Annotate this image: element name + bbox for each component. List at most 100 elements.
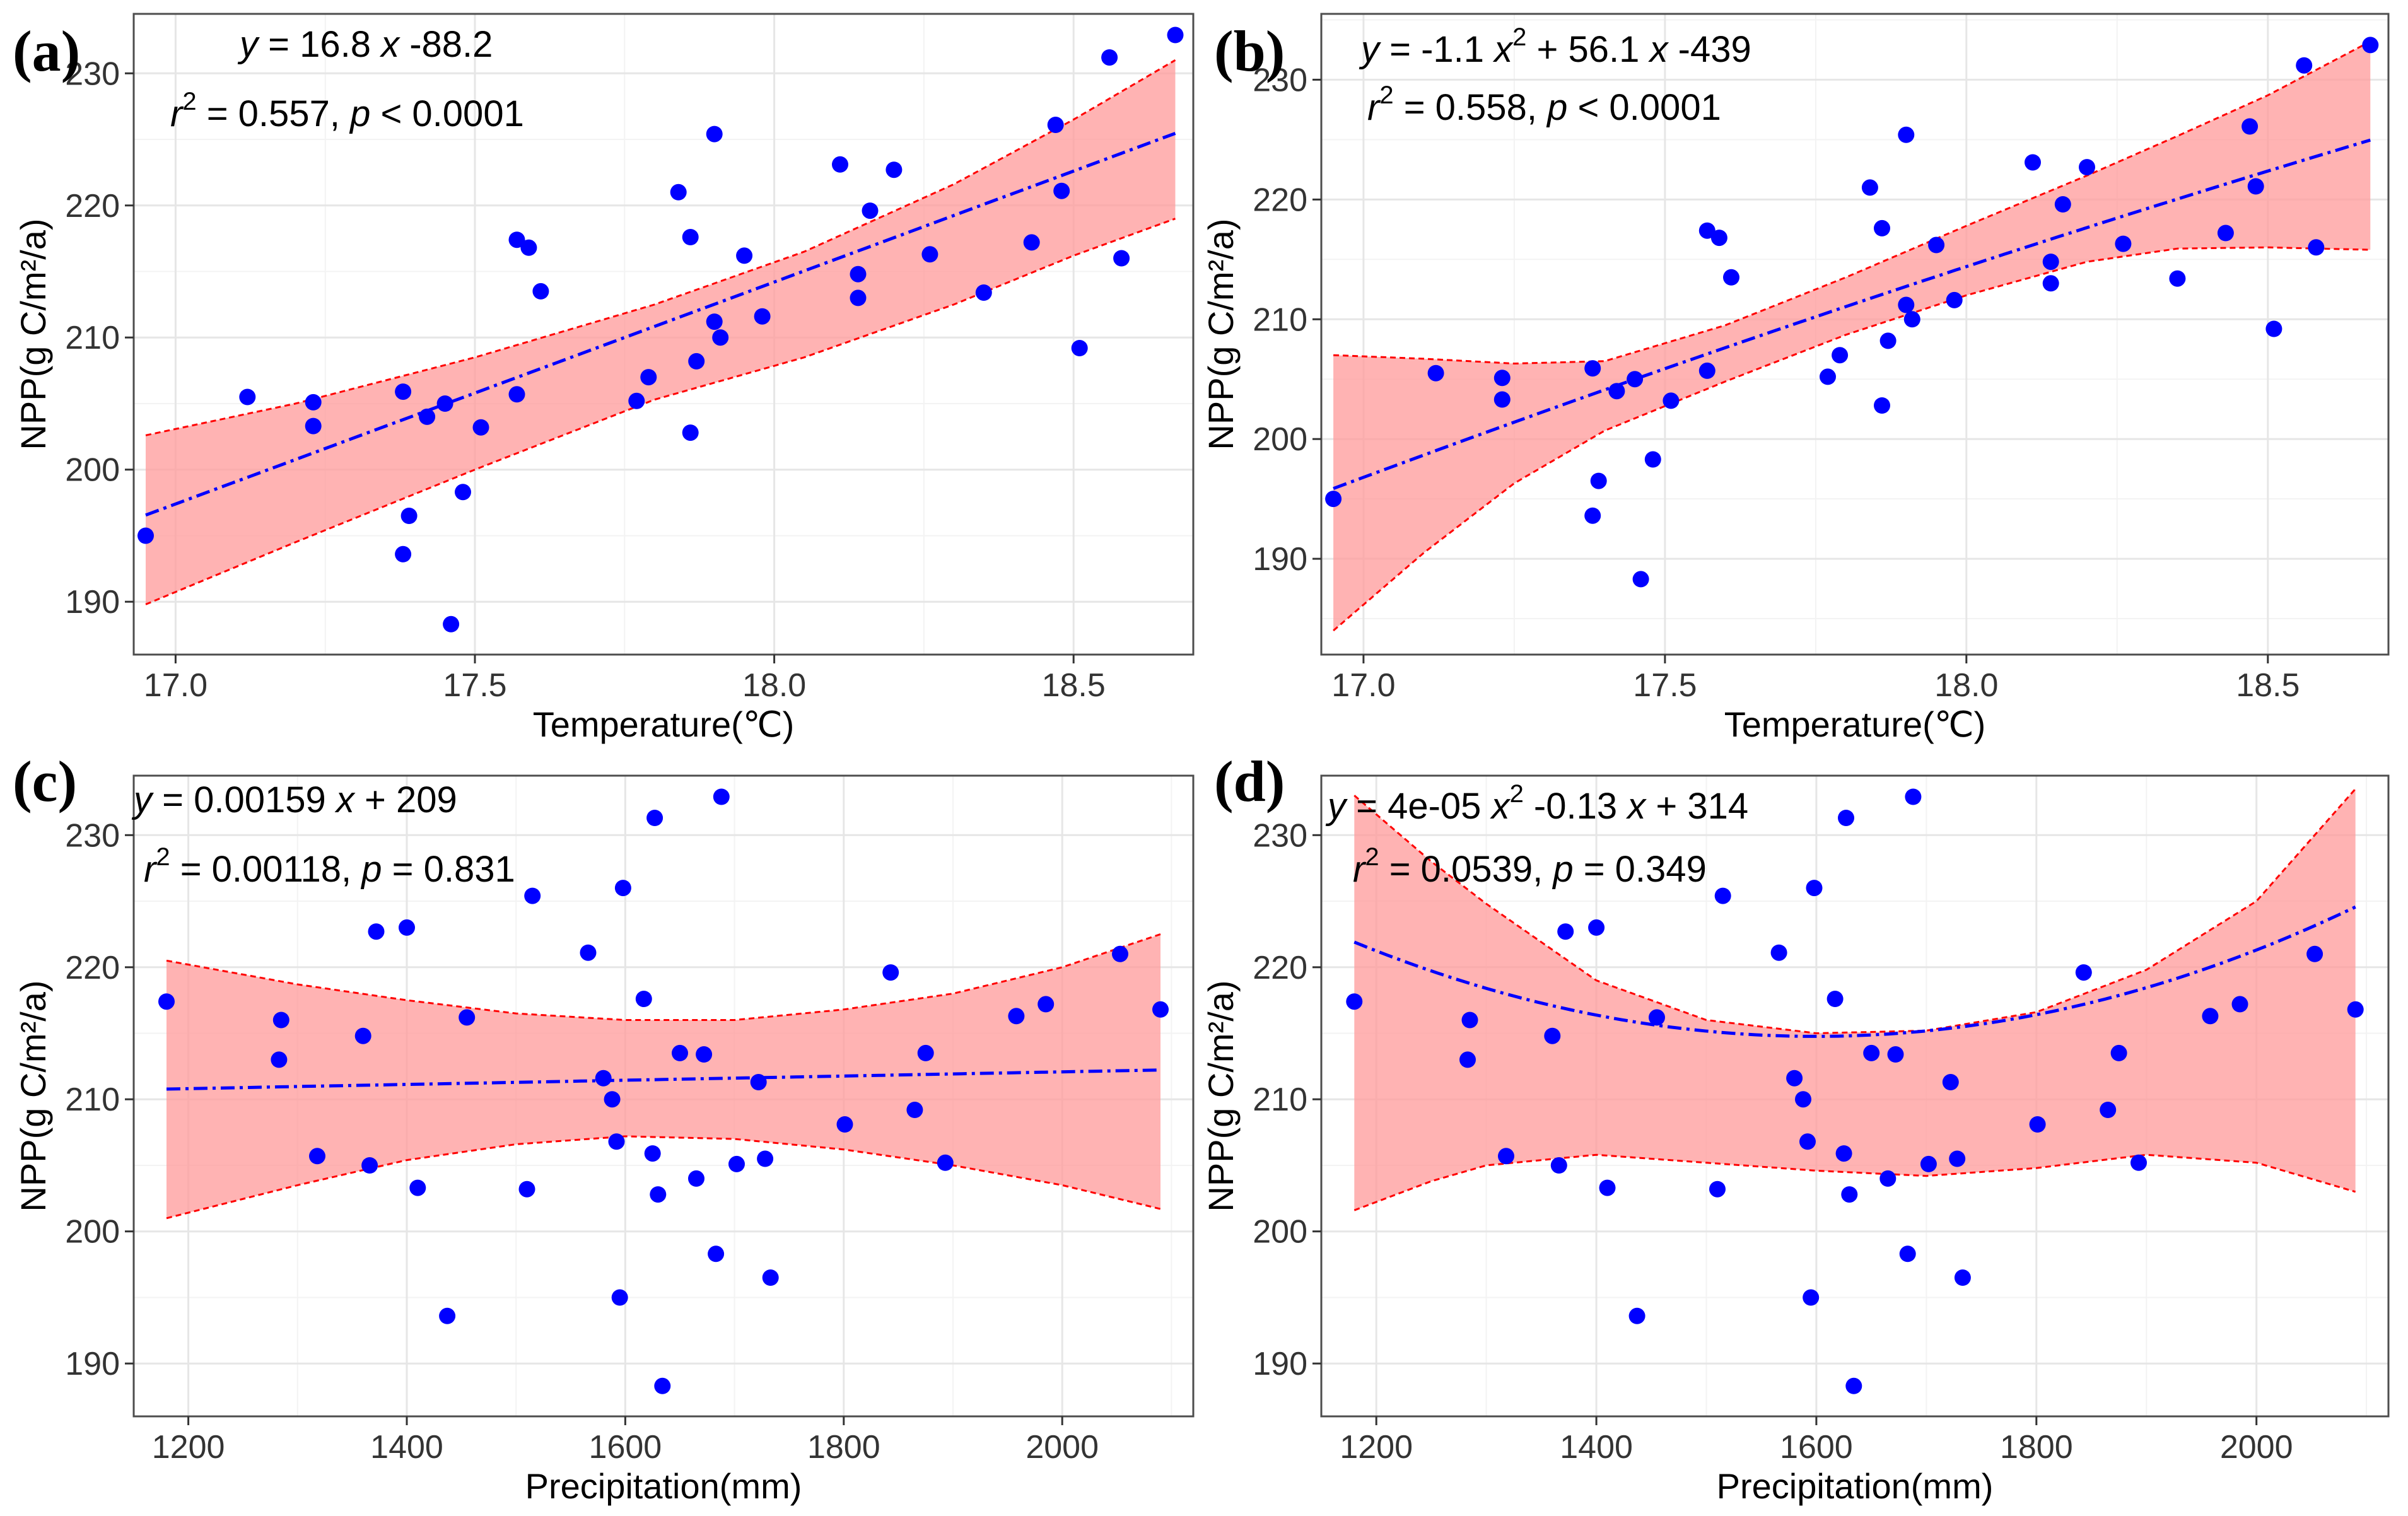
data-point — [520, 239, 537, 256]
data-point — [1113, 250, 1130, 267]
data-point — [595, 1070, 612, 1087]
y-tick-label: 230 — [65, 817, 120, 854]
data-point — [713, 788, 730, 805]
data-point — [2130, 1154, 2147, 1171]
data-point — [640, 369, 657, 386]
data-point — [1874, 219, 1890, 236]
data-point — [1112, 945, 1128, 962]
data-point — [1887, 1046, 1904, 1063]
panel-c: 1200 1400 1600 1800 2000 190 200 210 220 230 Preci… — [13, 749, 1195, 1506]
plot-frame — [1320, 13, 2390, 656]
data-point — [1644, 451, 1661, 468]
data-point — [604, 1091, 621, 1108]
data-point — [1795, 1091, 1811, 1108]
data-point — [1841, 1186, 1858, 1203]
data-point — [1584, 507, 1601, 524]
data-point — [459, 1009, 476, 1026]
plot-frame — [1320, 774, 2390, 1418]
y-tick-label: 200 — [65, 452, 120, 489]
data-point — [395, 545, 412, 563]
data-point — [1903, 311, 1920, 328]
data-point — [654, 1377, 671, 1394]
y-tick-label: 200 — [1253, 1214, 1307, 1251]
ci-lower-line — [166, 1135, 1161, 1220]
panel-label: (c) — [13, 749, 77, 813]
y-tick-label: 210 — [1253, 1082, 1307, 1118]
data-point — [862, 202, 879, 219]
data-point — [1770, 944, 1787, 961]
panel-label: (a) — [13, 19, 80, 83]
data-point — [646, 810, 663, 826]
data-point — [1698, 362, 1715, 379]
data-point — [1928, 236, 1945, 254]
y-tick-label: 230 — [65, 55, 120, 92]
data-point — [1838, 810, 1854, 826]
data-point — [305, 394, 322, 411]
data-point — [1152, 1001, 1169, 1018]
data-point — [1863, 1044, 1880, 1061]
data-point — [706, 125, 723, 143]
y-tick-label: 220 — [65, 950, 120, 986]
y-axis-label: NPP(g C/m²/a) — [1201, 218, 1241, 450]
data-point — [975, 284, 992, 301]
fit-line — [166, 1068, 1161, 1091]
confidence-band — [167, 934, 1160, 1218]
data-point — [754, 308, 771, 325]
data-point — [757, 1150, 774, 1167]
data-point — [2029, 1116, 2046, 1133]
data-point — [906, 1102, 923, 1118]
data-point — [532, 283, 549, 300]
x-tick-label: 1200 — [152, 1429, 225, 1466]
data-point — [2100, 1102, 2117, 1118]
y-axis-label: NPP(g C/m²/a) — [13, 218, 53, 450]
data-point — [1599, 1179, 1616, 1196]
x-tick-label: 17.5 — [443, 667, 506, 704]
data-point — [736, 247, 753, 264]
x-tick-label: 1600 — [1780, 1429, 1853, 1466]
data-point — [1898, 126, 1915, 143]
data-point — [832, 156, 848, 173]
data-point — [1584, 360, 1601, 377]
regression-equation: y = 0.00159 x + 209 — [131, 779, 457, 820]
data-point — [368, 923, 385, 940]
data-point — [614, 880, 631, 897]
data-point — [158, 993, 175, 1010]
data-point — [1879, 1170, 1897, 1187]
ci-upper-line — [1333, 40, 2371, 365]
data-point — [1493, 370, 1511, 387]
data-point — [1799, 1133, 1816, 1150]
ci-lower-line — [145, 218, 1176, 605]
data-point — [682, 424, 699, 441]
y-tick-label: 230 — [1253, 817, 1307, 854]
fit-line — [145, 132, 1176, 517]
data-point — [2202, 1008, 2219, 1025]
data-point — [650, 1186, 667, 1203]
plot-frame — [132, 13, 1195, 656]
data-point — [1806, 880, 1823, 897]
panel-label: (d) — [1214, 749, 1285, 813]
data-point — [1946, 291, 1963, 308]
data-point — [1874, 397, 1890, 414]
regression-stats: r2 = 0.557, p < 0.0001 — [170, 88, 524, 134]
data-point — [762, 1269, 779, 1286]
data-point — [1588, 919, 1605, 936]
data-point — [2115, 235, 2132, 252]
data-point — [443, 615, 460, 633]
data-point — [670, 184, 687, 201]
data-point — [728, 1155, 745, 1172]
data-point — [1628, 1307, 1645, 1324]
ci-upper-line — [1353, 788, 2356, 1035]
data-point — [1023, 234, 1040, 251]
y-tick-label: 190 — [1253, 1346, 1307, 1382]
data-point — [750, 1074, 767, 1090]
data-point — [628, 392, 645, 409]
data-point — [1663, 392, 1680, 409]
data-point — [1832, 347, 1849, 364]
data-point — [1461, 1012, 1478, 1029]
x-tick-label: 1800 — [2000, 1429, 2073, 1466]
data-point — [688, 1170, 704, 1187]
data-point — [1493, 391, 1511, 408]
x-tick-label: 17.0 — [1331, 667, 1395, 704]
data-point — [2169, 270, 2186, 287]
data-point — [580, 944, 597, 961]
